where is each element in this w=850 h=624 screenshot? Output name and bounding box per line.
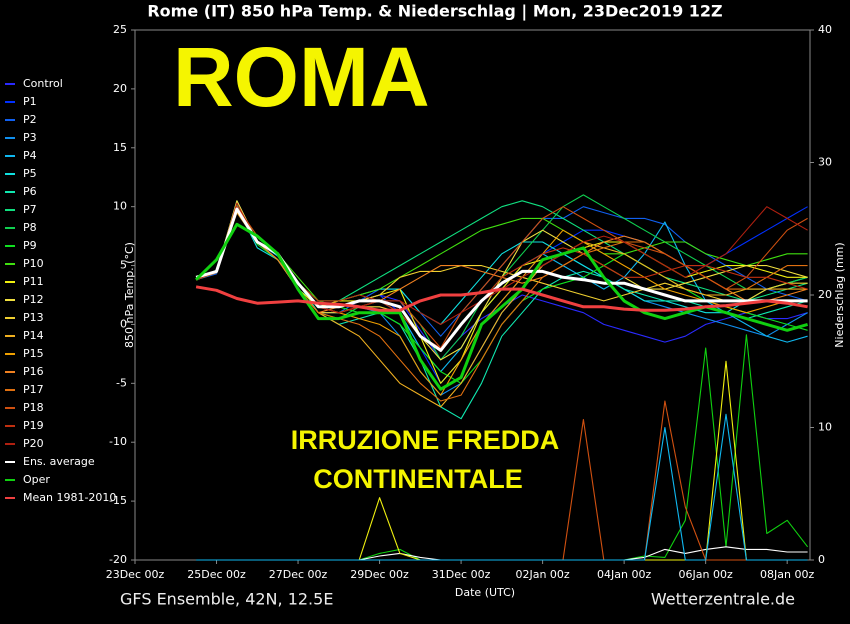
legend-label: P7 bbox=[23, 203, 37, 216]
temp-line bbox=[195, 285, 808, 312]
y-tick-label: 10 bbox=[113, 200, 127, 213]
precip-line bbox=[196, 413, 808, 561]
y-tick-label: 15 bbox=[113, 141, 127, 154]
x-tick-label: 27Dec 00z bbox=[269, 568, 328, 581]
chart-title: Rome (IT) 850 hPa Temp. & Niederschlag |… bbox=[147, 2, 722, 22]
legend-label: P4 bbox=[23, 149, 37, 162]
y2-tick-label: 20 bbox=[818, 288, 832, 301]
y-tick-label: -5 bbox=[116, 376, 127, 389]
temp-line bbox=[195, 206, 808, 302]
y-axis-label: 850 hPa Temp. (°C) bbox=[123, 242, 136, 348]
annotation: ROMA bbox=[173, 30, 430, 124]
x-tick-label: 06Jan 00z bbox=[679, 568, 733, 581]
y-tick-label: -15 bbox=[109, 494, 127, 507]
legend-label: P15 bbox=[23, 347, 44, 360]
legend-label: P18 bbox=[23, 401, 44, 414]
y-tick-label: -20 bbox=[109, 553, 127, 566]
legend-label: P3 bbox=[23, 131, 37, 144]
x-tick-label: 25Dec 00z bbox=[187, 568, 246, 581]
legend-label: P6 bbox=[23, 185, 37, 198]
footer-left: GFS Ensemble, 42N, 12.5E bbox=[120, 590, 333, 609]
y2-tick-label: 30 bbox=[818, 156, 832, 169]
legend-label: P12 bbox=[23, 293, 44, 306]
legend-label: P2 bbox=[23, 113, 37, 126]
y2-tick-label: 10 bbox=[818, 421, 832, 434]
legend-label: P14 bbox=[23, 329, 44, 342]
y-tick-label: -10 bbox=[109, 435, 127, 448]
legend-label: Mean 1981-2010 bbox=[23, 491, 116, 504]
annotation: CONTINENTALE bbox=[313, 464, 523, 494]
temp-line bbox=[195, 207, 808, 352]
legend-label: Control bbox=[23, 77, 63, 90]
legend-label: P13 bbox=[23, 311, 44, 324]
x-tick-label: 08Jan 00z bbox=[760, 568, 814, 581]
legend-label: Oper bbox=[23, 473, 50, 486]
legend-label: P17 bbox=[23, 383, 44, 396]
x-tick-label: 04Jan 00z bbox=[597, 568, 651, 581]
legend-label: P10 bbox=[23, 257, 44, 270]
annotation: IRRUZIONE FREDDA bbox=[291, 425, 560, 455]
x-tick-label: 31Dec 00z bbox=[432, 568, 491, 581]
y-tick-label: 20 bbox=[113, 82, 127, 95]
x-tick-label: 23Dec 00z bbox=[106, 568, 165, 581]
legend-label: P11 bbox=[23, 275, 44, 288]
y2-tick-label: 40 bbox=[818, 23, 832, 36]
footer-right: Wetterzentrale.de bbox=[651, 590, 795, 609]
legend-label: P20 bbox=[23, 437, 44, 450]
y-tick-label: 25 bbox=[113, 23, 127, 36]
legend-label: P5 bbox=[23, 167, 37, 180]
x-tick-label: 02Jan 00z bbox=[515, 568, 569, 581]
legend-label: Ens. average bbox=[23, 455, 95, 468]
x-tick-label: 29Dec 00z bbox=[350, 568, 409, 581]
legend-label: P16 bbox=[23, 365, 44, 378]
legend-label: P19 bbox=[23, 419, 44, 432]
y2-axis-label: Niederschlag (mm) bbox=[833, 242, 846, 347]
y2-tick-label: 0 bbox=[818, 553, 825, 566]
y-tick-label: 0 bbox=[120, 317, 127, 330]
x-axis-label: Date (UTC) bbox=[455, 586, 515, 599]
legend-label: P1 bbox=[23, 95, 37, 108]
legend-label: P9 bbox=[23, 239, 37, 252]
legend-label: P8 bbox=[23, 221, 37, 234]
y-tick-label: 5 bbox=[120, 259, 127, 272]
